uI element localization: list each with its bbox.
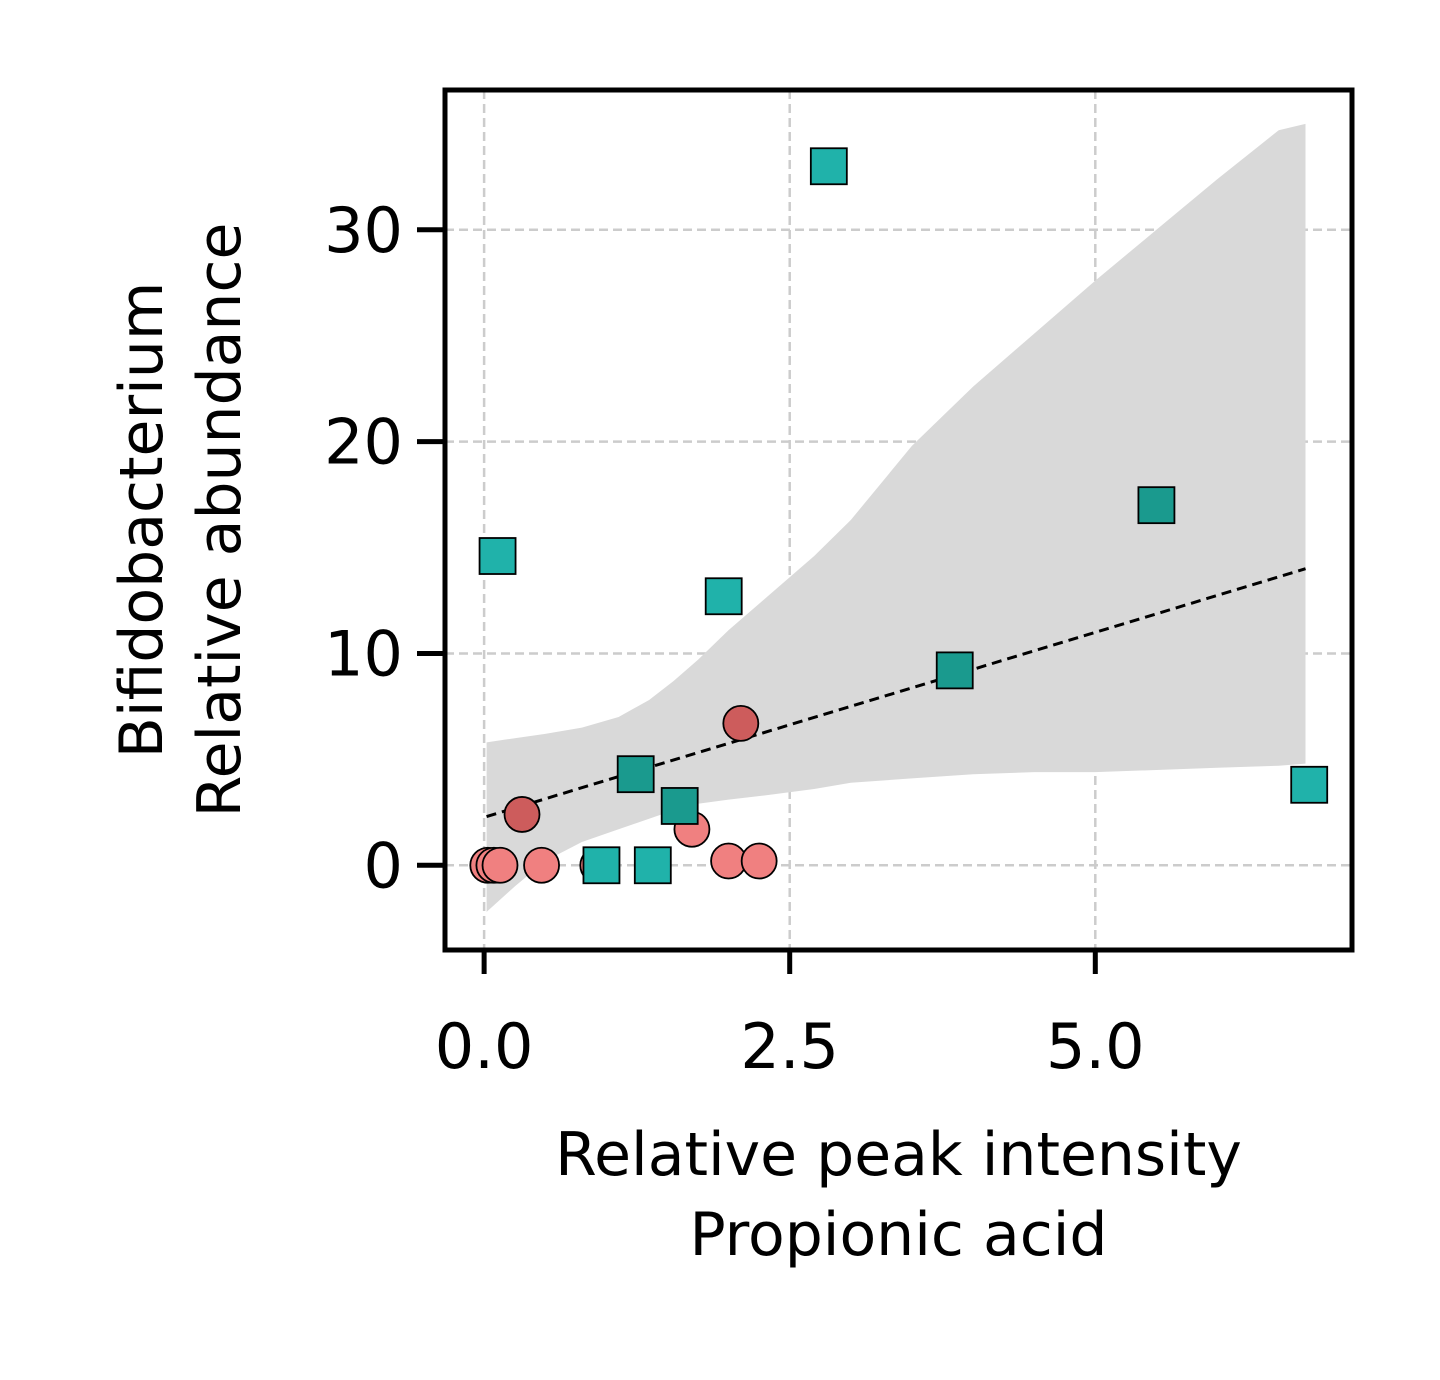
confidence-band bbox=[486, 123, 1306, 912]
square-point-4 bbox=[660, 787, 699, 825]
y-tick-label-0: 0 bbox=[364, 829, 403, 902]
y-axis-label-line-2: Relative abundance bbox=[185, 223, 255, 818]
x-tick-label-1: 2.5 bbox=[740, 1010, 839, 1083]
square-point-2 bbox=[616, 755, 655, 794]
data-points bbox=[469, 147, 1329, 885]
square-point-3 bbox=[633, 846, 672, 885]
x-axis-ticks: 0.0 2.5 5.0 bbox=[435, 950, 1145, 1083]
confidence-band-area bbox=[486, 123, 1306, 912]
x-axis-label-line-1: Relative peak intensity bbox=[555, 1120, 1242, 1190]
circle-point-3 bbox=[503, 796, 541, 833]
square-point-1 bbox=[582, 846, 621, 885]
circle-point-4 bbox=[523, 846, 560, 884]
square-point-5 bbox=[704, 577, 743, 616]
y-axis-label-line-1: Bifidobacterium bbox=[107, 282, 177, 759]
square-point-6 bbox=[809, 147, 848, 186]
x-tick-label-2: 5.0 bbox=[1046, 1010, 1145, 1083]
regression-line-group bbox=[486, 567, 1306, 818]
y-axis-ticks: 0 10 20 30 bbox=[324, 194, 445, 902]
square-point-7 bbox=[935, 651, 974, 690]
plot-frame bbox=[442, 87, 1355, 953]
circle-point-8 bbox=[722, 704, 760, 742]
x-tick-label-0: 0.0 bbox=[435, 1010, 534, 1083]
circle-point-2 bbox=[481, 846, 519, 884]
x-axis-label-line-2: Propionic acid bbox=[690, 1200, 1108, 1270]
circle-point-9 bbox=[740, 842, 778, 880]
square-point-9 bbox=[1290, 765, 1329, 804]
y-tick-label-2: 20 bbox=[324, 406, 403, 479]
square-point-0 bbox=[478, 537, 517, 575]
square-point-8 bbox=[1137, 486, 1176, 525]
y-tick-label-1: 10 bbox=[324, 617, 403, 690]
y-tick-label-3: 30 bbox=[324, 194, 403, 267]
regression-line bbox=[486, 567, 1306, 818]
